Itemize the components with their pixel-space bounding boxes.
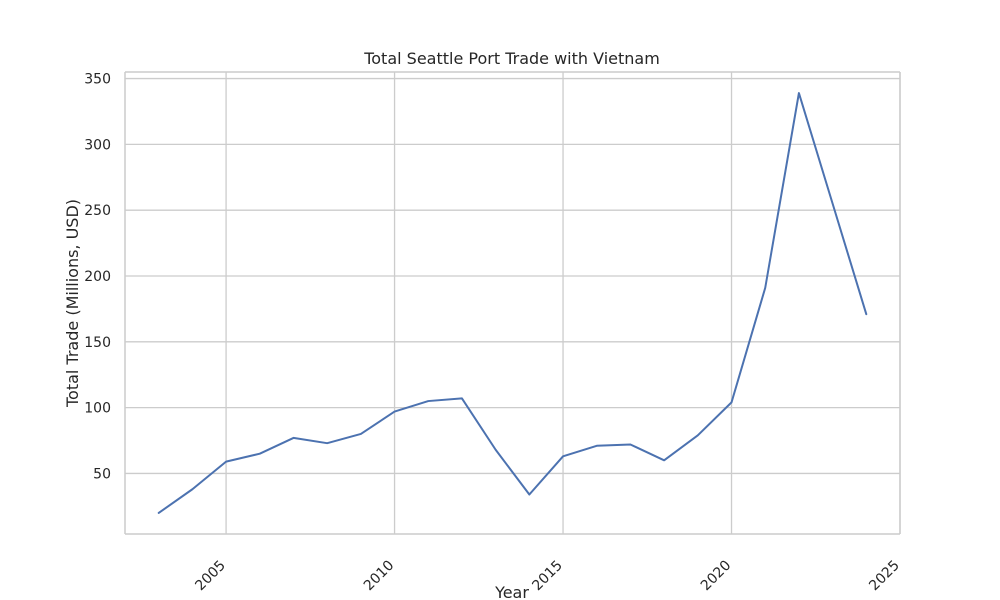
series-line [157, 92, 868, 514]
x-tick-label: 2015 [529, 558, 566, 595]
y-tick-label: 250 [84, 203, 111, 219]
y-tick-label: 300 [84, 137, 111, 153]
chart-title: Total Seattle Port Trade with Vietnam [363, 49, 660, 68]
y-axis-title: Total Trade (Millions, USD) [63, 199, 82, 408]
x-axis-title: Year [494, 583, 529, 600]
x-tick-label: 2005 [192, 558, 229, 595]
y-tick-label: 150 [84, 335, 111, 351]
x-tick-label: 2025 [866, 558, 903, 595]
plot-background [125, 72, 900, 534]
x-tick-label: 2020 [698, 558, 735, 595]
y-tick-label: 350 [84, 72, 111, 88]
y-tick-label: 100 [84, 401, 111, 417]
y-tick-label: 200 [84, 269, 111, 285]
y-tick-label: 50 [93, 466, 111, 482]
series-layer [157, 92, 868, 514]
x-tick-labels: 2005 2010 2015 2020 2025 [192, 558, 902, 595]
y-tick-labels: 50 100 150 200 250 300 350 [84, 72, 111, 483]
x-tick-label: 2010 [361, 558, 398, 595]
plot-frame [124, 71, 901, 535]
